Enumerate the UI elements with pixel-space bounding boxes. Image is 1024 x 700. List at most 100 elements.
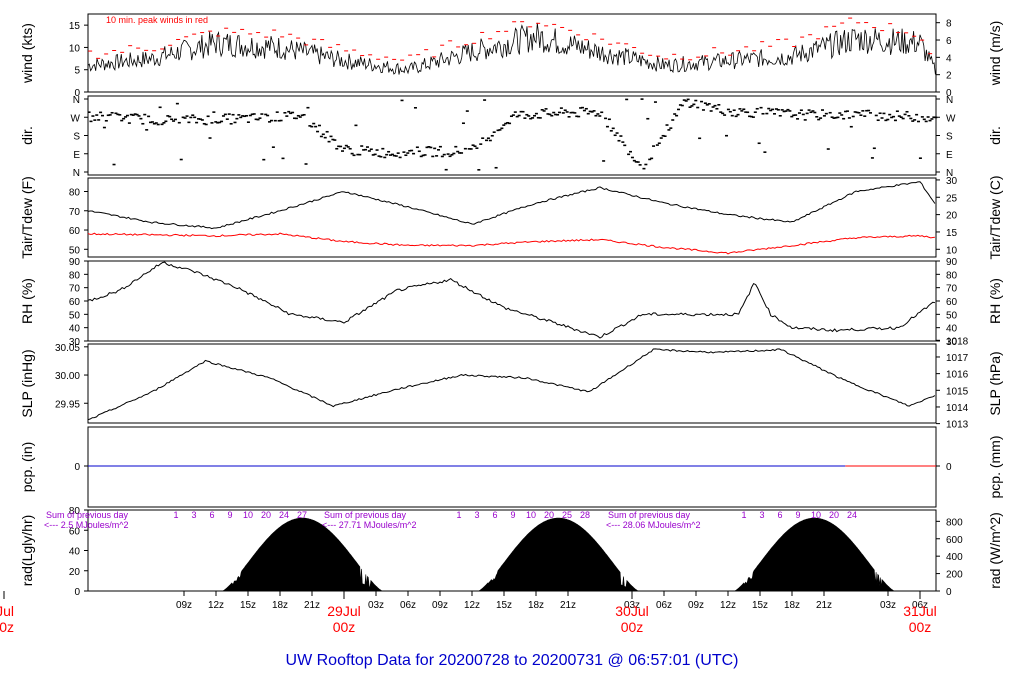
radiation-sum-annotation: Sum of previous day: [46, 510, 129, 520]
y-tick-label: 80: [69, 270, 81, 281]
day-label-time: 00z: [0, 619, 14, 635]
y-tick-label-right: 2: [946, 71, 952, 82]
x-tick-label: 09z: [432, 600, 448, 611]
radiation-hour-label: 20: [829, 510, 839, 520]
x-tick-label: 21z: [304, 600, 320, 611]
y-tick-label: 50: [69, 245, 81, 256]
y-axis-label-right: rad (W/m^2): [987, 512, 1003, 589]
y-tick-label-right: 1013: [946, 420, 969, 431]
panel-frame: [87, 426, 937, 508]
dewpoint-line: [87, 232, 935, 255]
y-tick-label: 0: [74, 587, 80, 598]
y-tick-label-right: 4: [946, 53, 952, 64]
radiation-hour-label: 9: [510, 510, 515, 520]
y-tick-label: 10: [69, 43, 81, 54]
y-tick-label: N: [73, 168, 80, 179]
y-tick-label: 5: [74, 66, 80, 77]
x-tick-label: 21z: [816, 600, 832, 611]
x-tick-label: 12z: [720, 600, 736, 611]
y-tick-label-right: N: [946, 168, 953, 179]
y-tick-label-right: 800: [946, 517, 963, 528]
y-tick-label: 20: [69, 567, 81, 578]
radiation-hour-label: 9: [227, 510, 232, 520]
radiation-sum-annotation: <--- 2.5 MJoules/m^2: [44, 520, 129, 530]
air-temperature-line: [87, 181, 936, 230]
y-tick-label-right: W: [946, 113, 956, 124]
y-tick-label-right: 1018: [946, 336, 969, 347]
y-tick-label: 30.05: [55, 343, 80, 354]
y-tick-label: 0: [74, 462, 80, 473]
x-tick-label: 06z: [912, 600, 928, 611]
panel-frame: [87, 13, 937, 93]
y-tick-label-right: 70: [946, 284, 958, 295]
y-tick-label-right: 40: [946, 324, 958, 335]
y-axis-label: pcp. (in): [19, 442, 35, 493]
y-axis-label: dir.: [19, 126, 35, 145]
x-tick-label: 15z: [496, 600, 512, 611]
radiation-hour-label: 10: [811, 510, 821, 520]
y-tick-label: E: [73, 150, 80, 161]
chart-title: UW Rooftop Data for 20200728 to 20200731…: [286, 652, 739, 669]
y-axis-label: wind (kts): [19, 23, 35, 84]
y-tick-label-right: 90: [946, 257, 958, 268]
radiation-sum-annotation: Sum of previous day: [608, 510, 691, 520]
x-tick-label: 15z: [240, 600, 256, 611]
y-tick-label-right: 25: [946, 193, 958, 204]
x-tick-label: 03z: [624, 600, 640, 611]
wind-series-line: [87, 22, 936, 75]
radiation-hour-label: 9: [795, 510, 800, 520]
y-tick-label: 30.00: [55, 371, 80, 382]
wind-annotation: 10 min. peak winds in red: [106, 15, 208, 25]
day-label-date: 30Jul: [615, 603, 648, 619]
x-tick-label: 03z: [368, 600, 384, 611]
y-tick-label: 70: [69, 284, 81, 295]
panel-frame: [87, 260, 937, 342]
day-label-time: 00z: [621, 619, 644, 635]
radiation-hour-label: 6: [492, 510, 497, 520]
y-tick-label-right: 1014: [946, 403, 969, 414]
x-tick-label: 06z: [400, 600, 416, 611]
panel-frame: [87, 177, 937, 258]
y-tick-label-right: 50: [946, 310, 958, 321]
x-axis: 09z 12z 15z 18z 21z 03z 06z 09z 12z 15z 18z 21z 03z 0…: [0, 591, 937, 635]
radiation-hour-label: 3: [474, 510, 479, 520]
y-tick-label-right: 0: [946, 462, 952, 473]
radiation-hour-label: 3: [191, 510, 196, 520]
y-tick-label-right: 10: [946, 245, 958, 256]
y-tick-label: 50: [69, 310, 81, 321]
y-tick-label: 80: [69, 506, 81, 517]
y-tick-label-right: 30: [946, 176, 958, 187]
x-tick-label: 06z: [656, 600, 672, 611]
day-label-date: 31Jul: [903, 603, 936, 619]
radiation-hour-label: 1: [741, 510, 746, 520]
y-axis-label-right: SLP (hPa): [987, 351, 1003, 415]
radiation-hour-label: 25: [562, 510, 572, 520]
radiation-hour-label: 20: [261, 510, 271, 520]
x-tick-label: 03z: [880, 600, 896, 611]
y-tick-label: 15: [69, 21, 81, 32]
radiation-hour-label: 20: [544, 510, 554, 520]
day-label-date: 29Jul: [327, 603, 360, 619]
y-tick-label: 60: [69, 297, 81, 308]
y-axis-label: RH (%): [19, 278, 35, 324]
radiation-hour-label: 3: [759, 510, 764, 520]
radiation-area: [478, 517, 639, 592]
panel-frame: [87, 95, 937, 176]
x-tick-label: 12z: [208, 600, 224, 611]
x-tick-label: 09z: [688, 600, 704, 611]
y-tick-label-right: 200: [946, 570, 963, 581]
panel-frame: [87, 343, 937, 424]
y-tick-label: 60: [69, 226, 81, 237]
y-axis-label: SLP (inHg): [19, 349, 35, 417]
radiation-hour-label: 10: [526, 510, 536, 520]
x-tick-label: 18z: [528, 600, 544, 611]
y-tick-label-right: 400: [946, 552, 963, 563]
y-tick-label: W: [71, 113, 81, 124]
radiation-hour-label: 24: [279, 510, 289, 520]
y-axis-label-right: wind (m/s): [987, 21, 1003, 87]
x-tick-label: 18z: [784, 600, 800, 611]
y-axis-label-right: RH (%): [987, 278, 1003, 324]
y-tick-label-right: 20: [946, 211, 958, 222]
y-tick-label-right: 0: [946, 88, 952, 99]
